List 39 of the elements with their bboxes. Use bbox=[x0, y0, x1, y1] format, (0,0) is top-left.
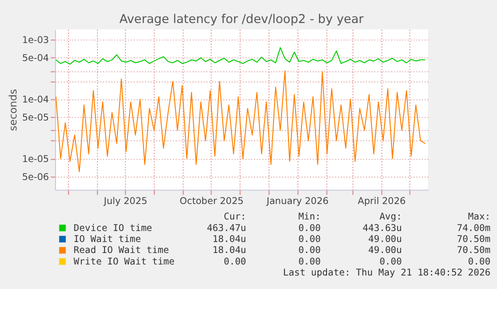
chart-title: Average latency for /dev/loop2 - by year bbox=[119, 12, 364, 26]
y-tick-label: 1e-03 bbox=[22, 35, 50, 46]
text: 0.00 bbox=[379, 256, 402, 268]
text: 70.50m bbox=[456, 245, 491, 256]
legend-label: Read IO Wait time bbox=[74, 245, 170, 256]
text: 0.00 bbox=[298, 222, 321, 234]
text: Avg: bbox=[379, 212, 402, 223]
text: 443.63u bbox=[362, 222, 402, 234]
text: Cur: bbox=[224, 212, 246, 223]
x-tick-label: January 2026 bbox=[266, 196, 329, 208]
legend-label: IO Wait time bbox=[74, 234, 142, 245]
text: 18.04u bbox=[212, 234, 246, 245]
text: 0.00 bbox=[298, 256, 321, 268]
text: Last update: Thu May 21 18:40:52 2026 bbox=[283, 268, 490, 279]
x-tick-label: October 2025 bbox=[180, 196, 244, 208]
text: 49.00u bbox=[368, 245, 402, 256]
text: Max: bbox=[468, 212, 490, 223]
line-series bbox=[55, 47, 426, 65]
legend-label: Write IO Wait time bbox=[74, 256, 175, 268]
line-series bbox=[55, 70, 426, 172]
text: Min: bbox=[298, 212, 321, 223]
text: 463.47u bbox=[206, 222, 246, 234]
x-tick-label: April 2026 bbox=[358, 196, 406, 208]
x-tick-label: July 2025 bbox=[102, 196, 148, 208]
text: 0.00 bbox=[298, 234, 321, 245]
text: 0.00 bbox=[468, 256, 490, 268]
y-tick-label: 5e-04 bbox=[22, 52, 50, 64]
text: 18.04u bbox=[212, 245, 246, 256]
y-tick-label: 1e-04 bbox=[22, 94, 50, 106]
text: 70.50m bbox=[456, 234, 491, 245]
y-tick-label: 5e-05 bbox=[22, 112, 50, 124]
text: 0.00 bbox=[298, 245, 321, 256]
y-tick-label: 1e-05 bbox=[22, 154, 50, 165]
y-tick-label: 5e-06 bbox=[22, 172, 50, 183]
legend-label: Device IO time bbox=[74, 222, 153, 234]
text: 49.00u bbox=[368, 234, 402, 245]
text: 74.00m bbox=[456, 222, 491, 234]
y-axis-title: seconds bbox=[7, 89, 20, 131]
text: 0.00 bbox=[224, 256, 246, 268]
